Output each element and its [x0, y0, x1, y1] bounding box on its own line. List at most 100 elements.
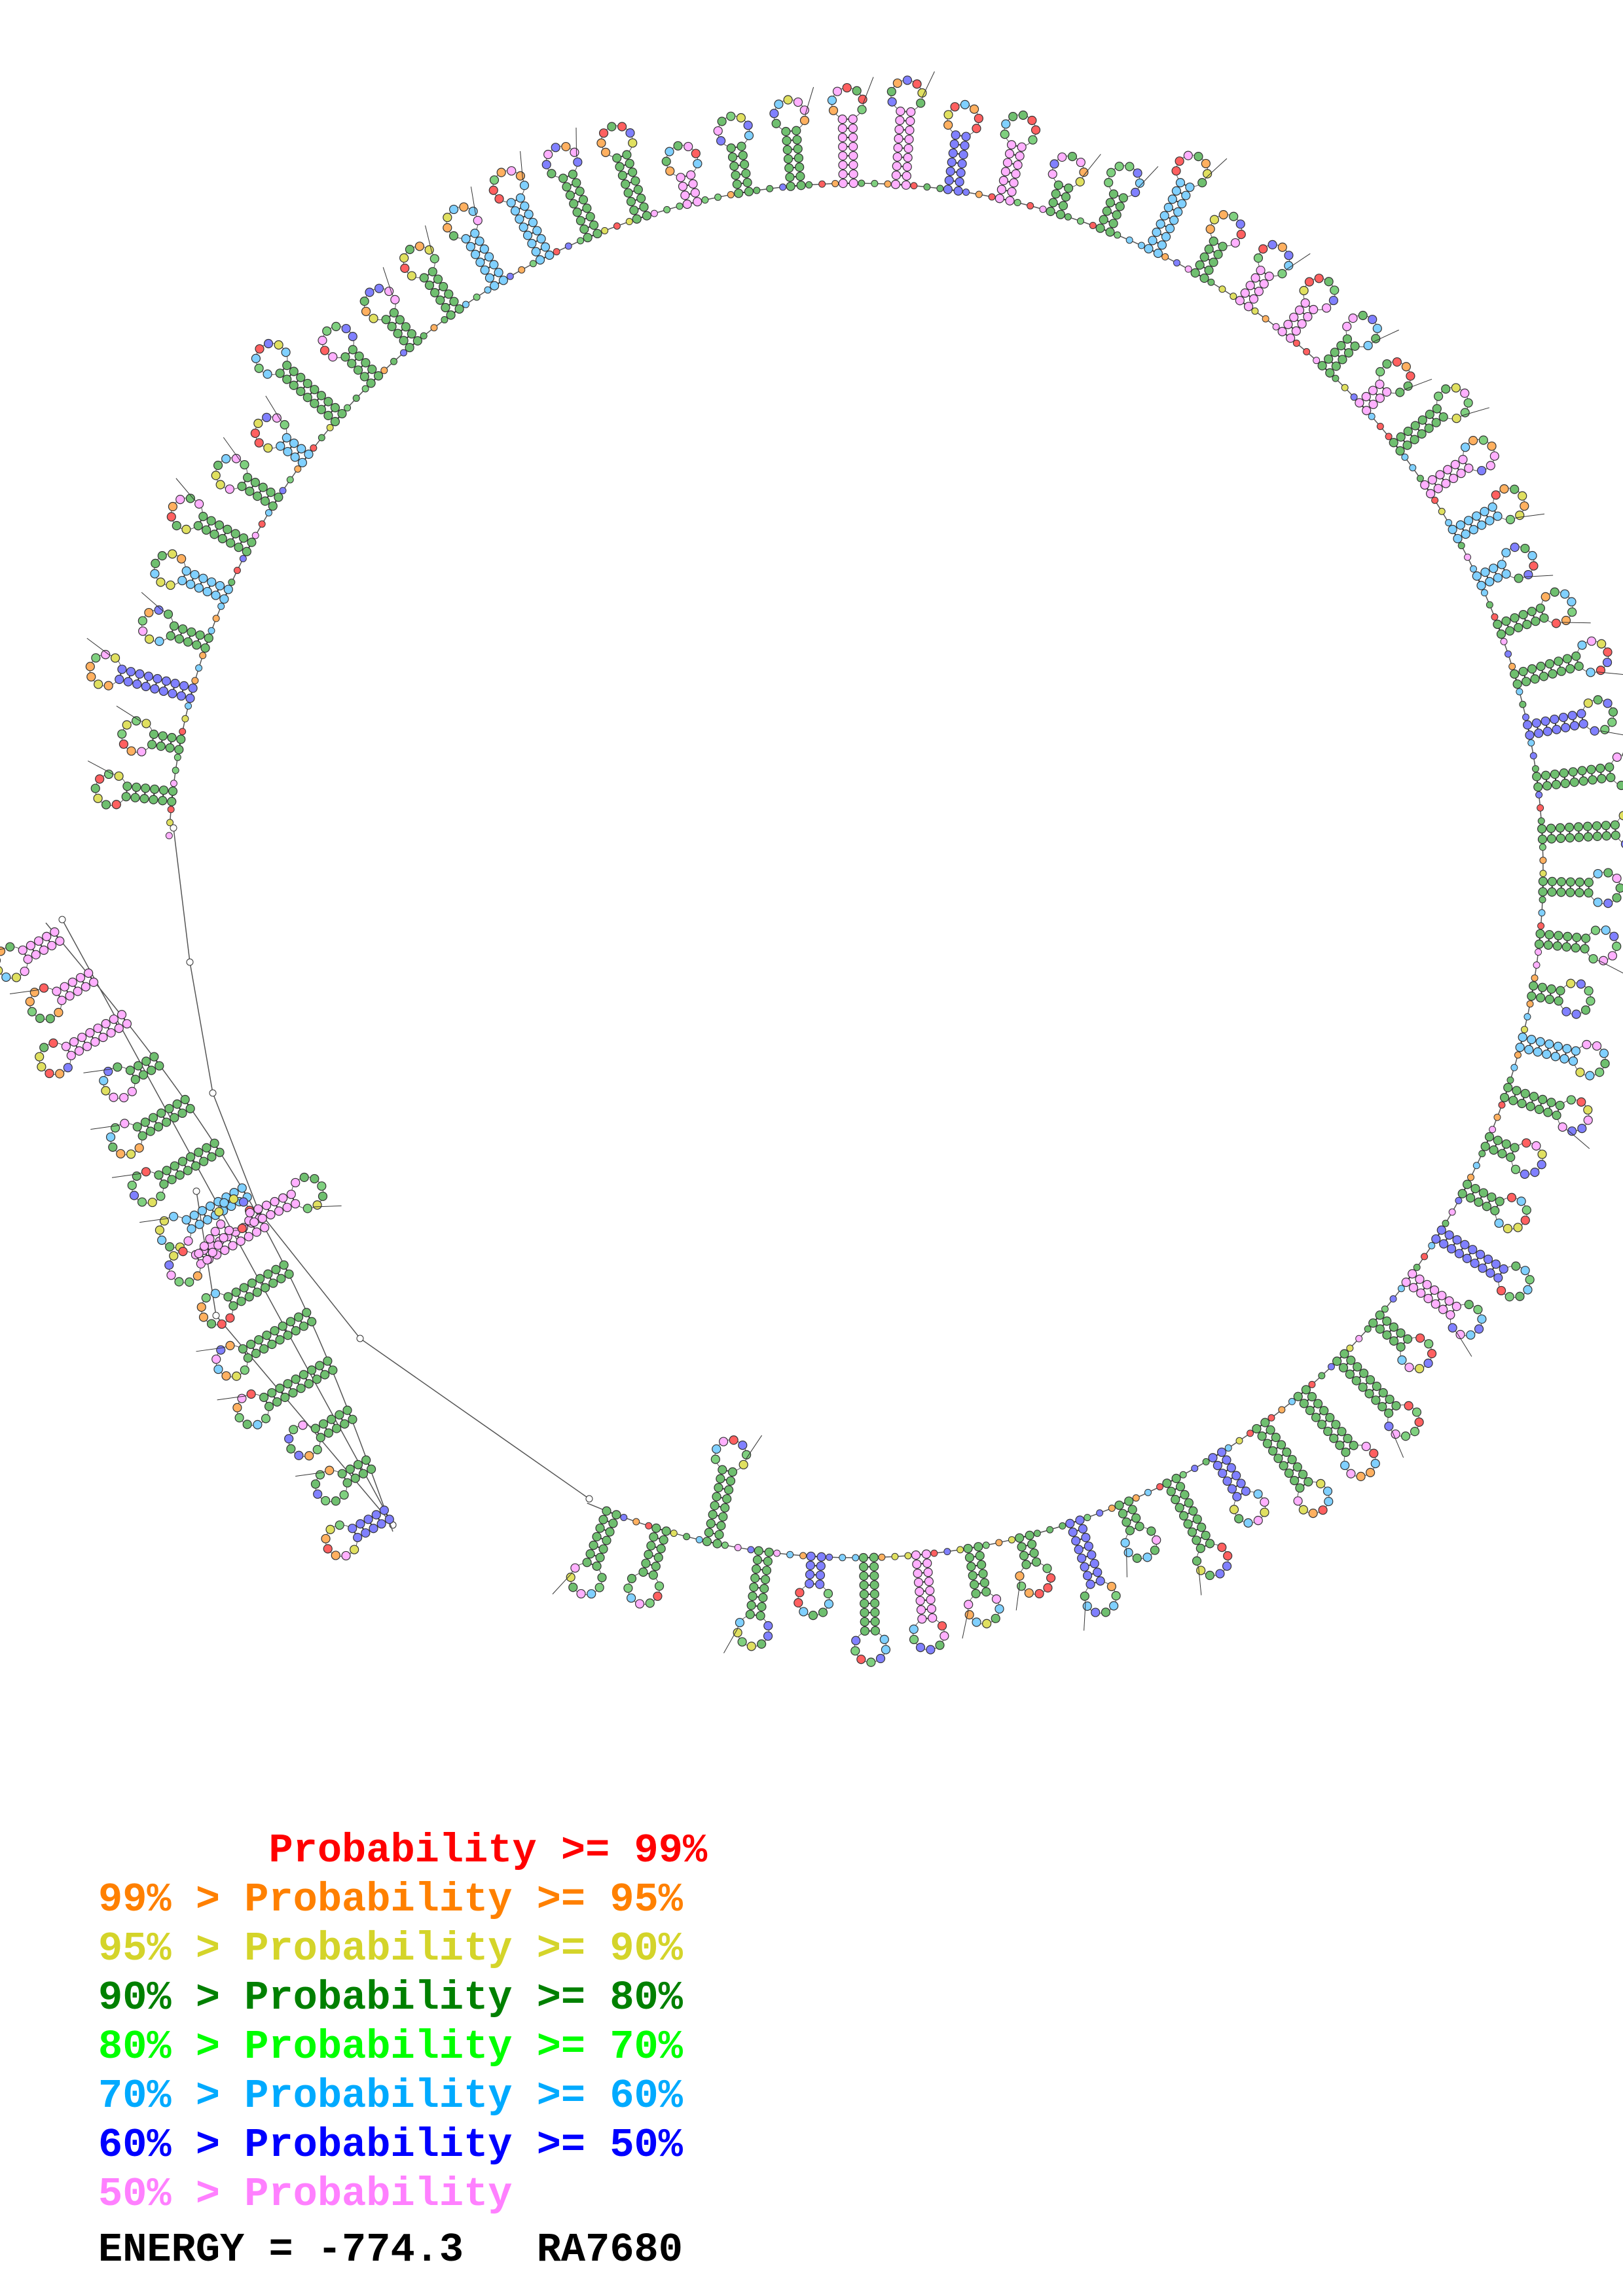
unpaired-nucleotide	[1084, 1514, 1091, 1522]
unpaired-nucleotide	[1262, 315, 1269, 323]
nucleotide	[1027, 1539, 1037, 1549]
nucleotide	[507, 166, 517, 176]
unpaired-nucleotide	[186, 958, 194, 966]
nucleotide	[704, 1528, 714, 1537]
nucleotide	[82, 1041, 92, 1051]
nucleotide	[45, 1068, 54, 1079]
nucleotide	[1017, 142, 1027, 152]
nucleotide	[1179, 1511, 1189, 1521]
nucleotide	[1303, 312, 1313, 322]
nucleotide	[215, 581, 225, 591]
nucleotide	[1611, 831, 1620, 840]
stem-loop	[1162, 1473, 1233, 1596]
nucleotide	[702, 1537, 712, 1547]
nucleotide	[1375, 379, 1385, 389]
nucleotide	[480, 265, 490, 275]
nucleotide	[1518, 1032, 1527, 1042]
nucleotide	[1489, 1145, 1499, 1155]
nucleotide	[720, 1503, 730, 1513]
nucleotide	[1043, 1583, 1053, 1593]
nucleotide	[114, 771, 124, 781]
nucleotide	[339, 1490, 349, 1500]
nucleotide	[259, 1344, 269, 1354]
nucleotide	[744, 131, 754, 141]
nucleotide	[1075, 177, 1085, 187]
nucleotide	[358, 1469, 369, 1479]
nucleotide	[243, 473, 253, 482]
nucleotide	[1565, 664, 1575, 673]
nucleotide	[279, 1260, 289, 1270]
nucleotide	[1610, 820, 1620, 830]
unpaired-nucleotide	[1498, 1101, 1506, 1109]
nucleotide	[366, 1464, 376, 1474]
stem-loop	[793, 1551, 834, 1621]
stem-loop	[1515, 1032, 1610, 1081]
nucleotide	[111, 800, 121, 810]
nucleotide	[1548, 669, 1558, 679]
nucleotide	[547, 169, 556, 179]
nucleotide	[665, 166, 675, 176]
nucleotide	[157, 551, 167, 561]
nucleotide	[1283, 319, 1293, 329]
nucleotide	[1166, 1486, 1176, 1496]
nucleotide	[430, 288, 440, 298]
nucleotide	[1325, 368, 1335, 378]
nucleotide	[1229, 1505, 1239, 1515]
nucleotide	[838, 151, 848, 161]
stem-loop	[1046, 151, 1101, 219]
legend-row-80: 90% > Probability >= 80%	[98, 1975, 683, 2021]
nucleotide	[1368, 386, 1378, 395]
nucleotide	[1477, 1314, 1487, 1324]
nucleotide	[130, 793, 140, 802]
nucleotide	[570, 1563, 580, 1573]
nucleotide	[289, 1425, 299, 1435]
nucleotide	[732, 179, 742, 189]
nucleotide	[736, 113, 746, 123]
nucleotide	[490, 281, 500, 291]
nucleotide	[1173, 207, 1183, 217]
nucleotide	[170, 1161, 179, 1171]
nucleotide	[531, 247, 541, 257]
nucleotide	[1104, 177, 1114, 188]
nucleotide	[488, 185, 498, 195]
nucleotide	[154, 605, 164, 615]
nucleotide	[1527, 1035, 1537, 1045]
nucleotide	[712, 1492, 721, 1501]
nucleotide	[139, 794, 149, 804]
unpaired-nucleotide	[779, 183, 787, 191]
nucleotide	[282, 1202, 292, 1212]
nucleotide	[646, 1541, 656, 1551]
nucleotide	[39, 983, 49, 993]
nucleotide	[166, 1270, 176, 1280]
nucleotide	[1556, 833, 1566, 843]
nucleotide	[1566, 1095, 1576, 1105]
unpaired-nucleotide	[1027, 202, 1034, 209]
nucleotide	[1415, 1363, 1425, 1374]
nucleotide	[1593, 897, 1603, 907]
unpaired-nucleotide	[462, 300, 470, 308]
nucleotide	[267, 1339, 277, 1350]
nucleotide	[1583, 1105, 1593, 1115]
nucleotide	[716, 1474, 725, 1484]
unpaired-nucleotide	[1493, 1113, 1501, 1121]
nucleotide	[1464, 1300, 1474, 1310]
nucleotide	[244, 1232, 253, 1242]
nucleotide	[1190, 268, 1200, 278]
nucleotide	[238, 1344, 248, 1354]
sequence-id: RA7680	[536, 2227, 683, 2273]
nucleotide	[1277, 242, 1287, 252]
nucleotide	[1353, 1362, 1362, 1372]
nucleotide	[223, 584, 233, 594]
nucleotide	[105, 1132, 116, 1142]
unpaired-nucleotide	[1533, 961, 1541, 969]
unpaired-nucleotide	[228, 579, 236, 586]
nucleotide	[93, 793, 103, 803]
nucleotide	[1384, 1422, 1394, 1431]
nucleotide	[682, 199, 692, 209]
nucleotide	[1077, 1553, 1087, 1563]
nucleotide	[758, 1592, 768, 1603]
nucleotide	[1349, 1441, 1359, 1450]
nucleotide	[144, 607, 154, 618]
index-tick	[723, 1628, 739, 1654]
unpaired-nucleotide	[1467, 1174, 1475, 1181]
